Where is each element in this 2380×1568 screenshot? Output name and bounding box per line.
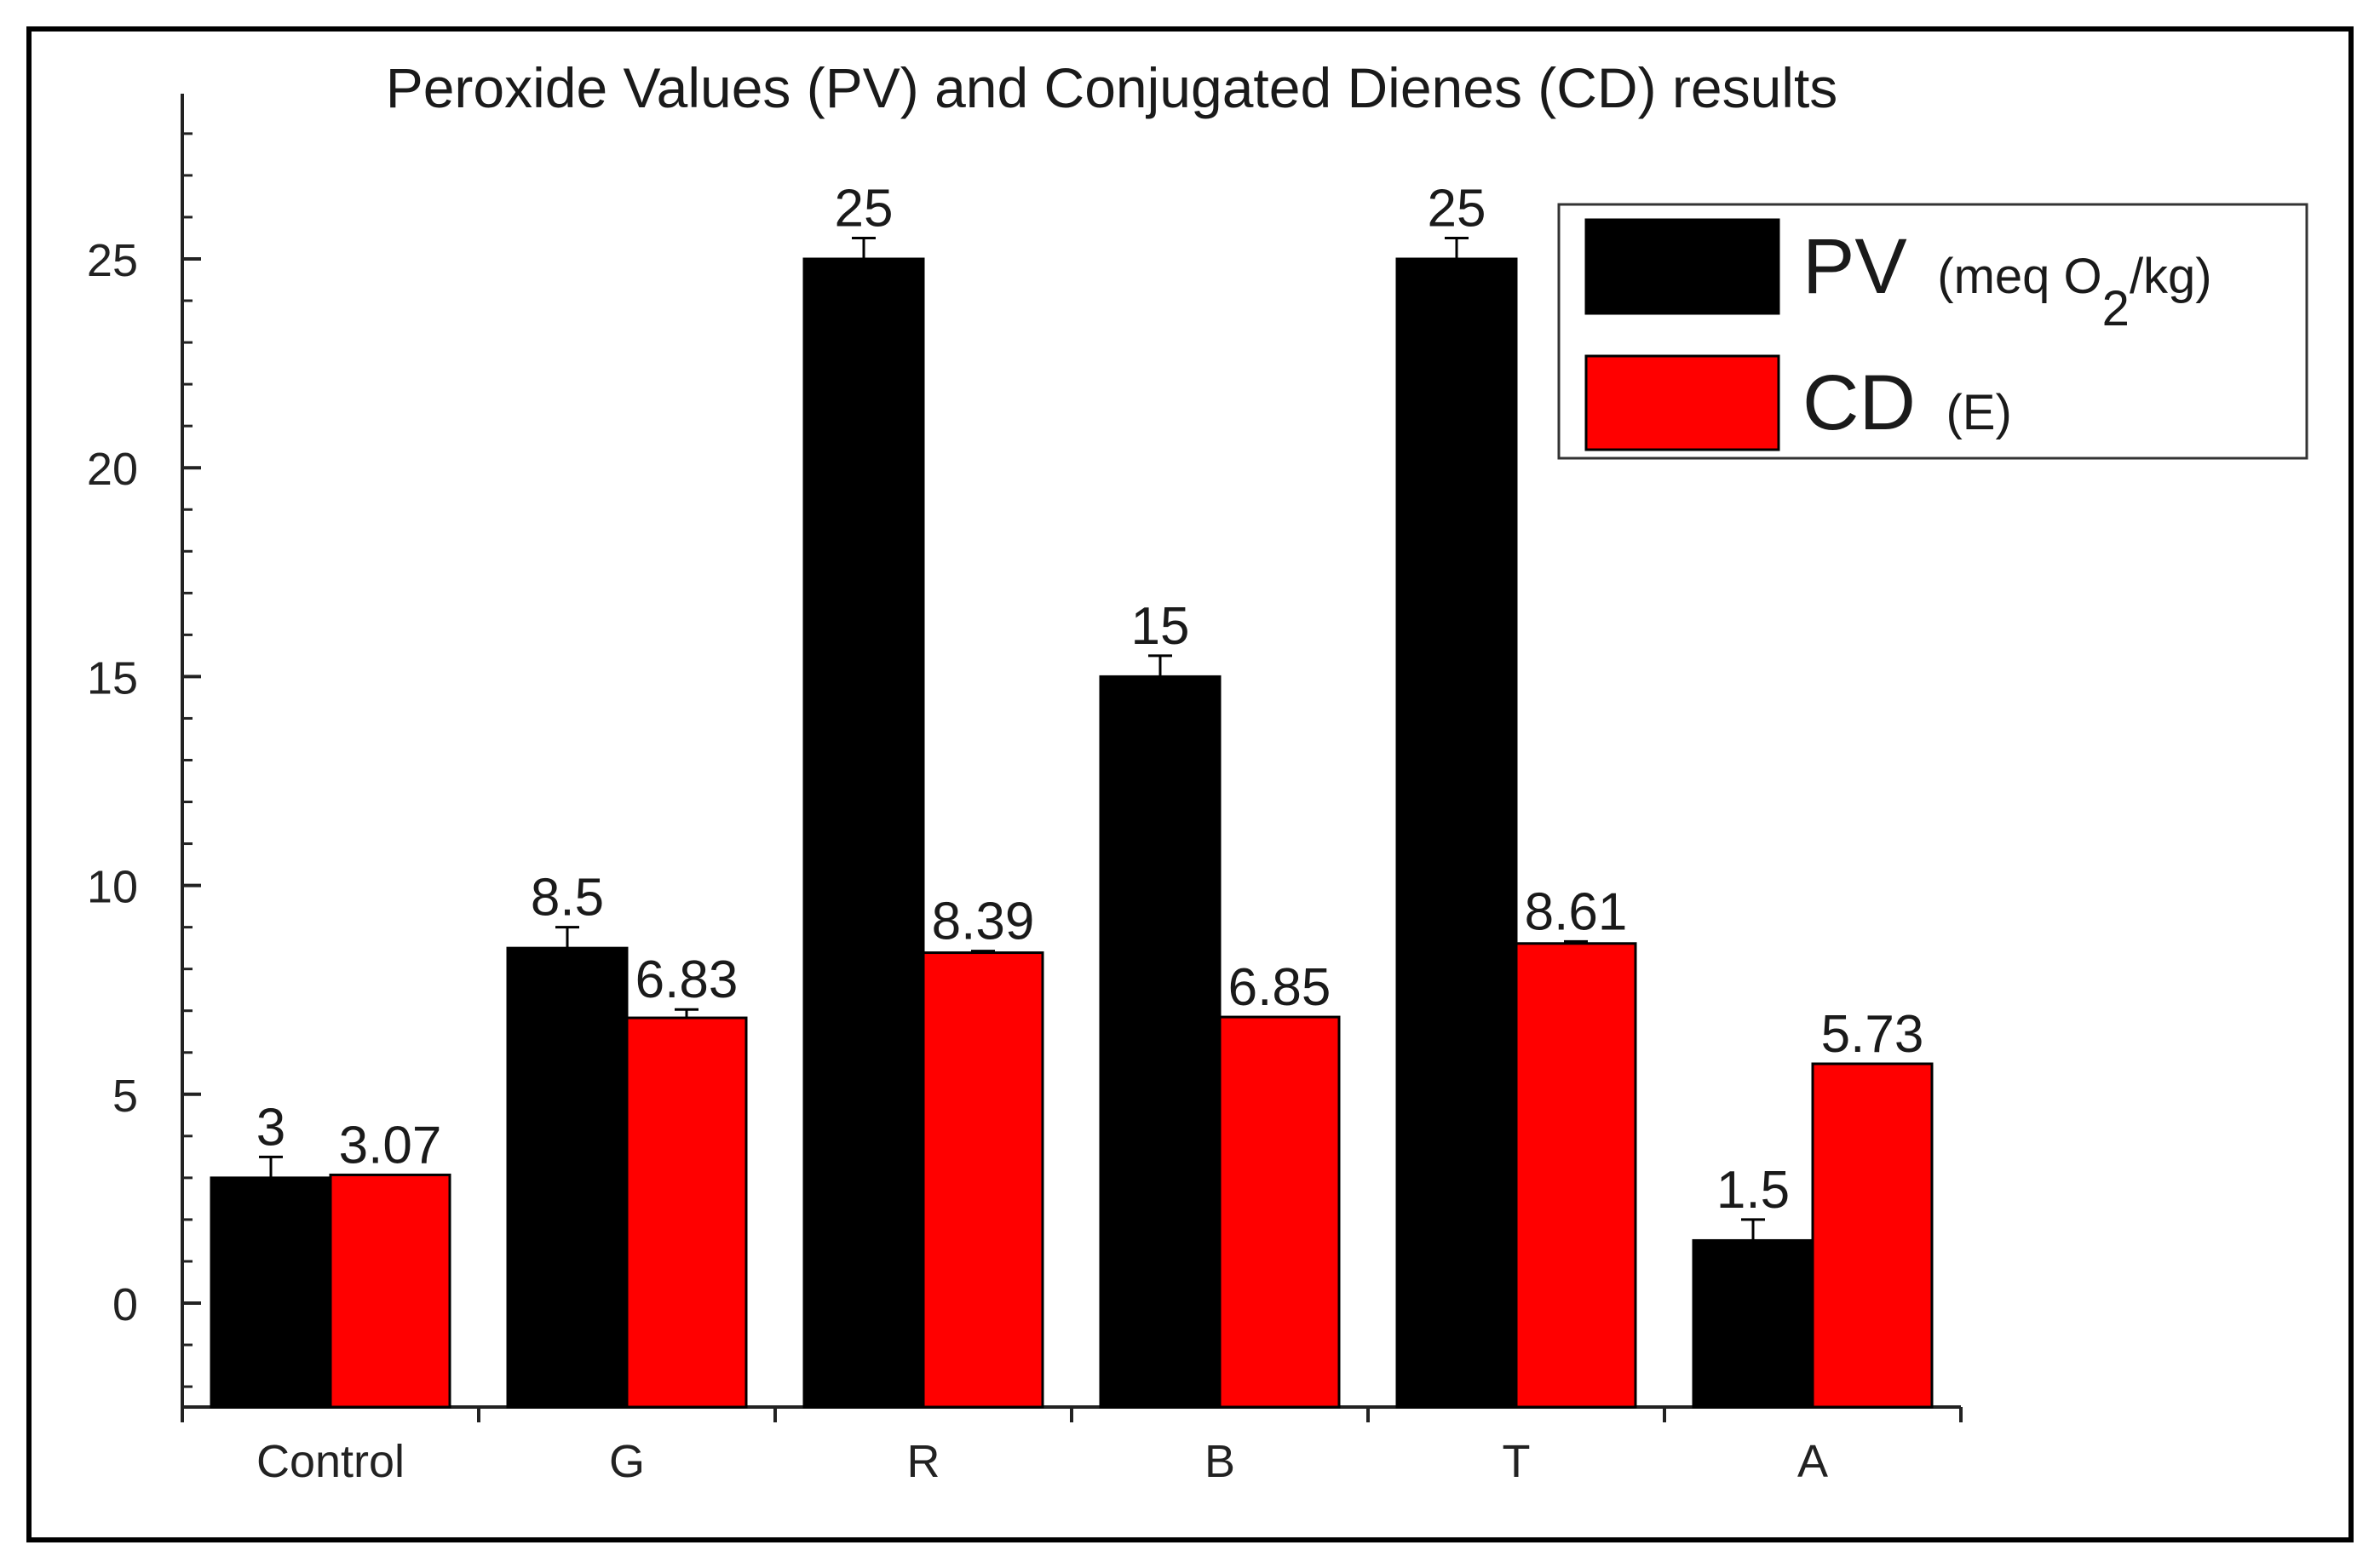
legend-label: PV (meq O2/kg) bbox=[1802, 223, 2212, 336]
y-tick-label: 5 bbox=[112, 1071, 138, 1122]
bar bbox=[922, 951, 1044, 1409]
legend-swatch bbox=[1584, 354, 1780, 451]
bar bbox=[1692, 1238, 1814, 1409]
legend-label: CD (E) bbox=[1802, 359, 2012, 446]
data-label: 3 bbox=[256, 1098, 285, 1157]
x-tick-label: T bbox=[1503, 1436, 1531, 1487]
bar bbox=[210, 1176, 332, 1409]
y-tick-label: 10 bbox=[87, 862, 138, 913]
legend-unit: (meq O bbox=[1937, 249, 2101, 304]
x-tick-label: R bbox=[907, 1436, 940, 1487]
legend-series-name: CD bbox=[1802, 359, 1937, 446]
bar bbox=[506, 946, 629, 1409]
data-label: 25 bbox=[1428, 179, 1486, 238]
data-label: 25 bbox=[835, 179, 894, 238]
plot-area: 0 5 10 15 20 25 Control 3 3.07 G 8.5 6.83 R 25 8.39 B 15… bbox=[87, 94, 1963, 1487]
chart-title: Peroxide Values (PV) and Conjugated Dien… bbox=[386, 56, 1838, 119]
legend: PV (meq O2/kg) CD (E) bbox=[1557, 203, 2308, 460]
bar bbox=[329, 1173, 451, 1409]
bar bbox=[1395, 257, 1518, 1409]
bar bbox=[802, 257, 925, 1409]
y-tick-label: 0 bbox=[112, 1279, 138, 1330]
data-label: 5.73 bbox=[1821, 1005, 1924, 1064]
bar bbox=[625, 1016, 748, 1409]
bar bbox=[1515, 942, 1637, 1409]
x-tick-label: A bbox=[1797, 1436, 1828, 1487]
legend-unit-subscript: 2 bbox=[2102, 281, 2130, 336]
data-label: 8.5 bbox=[531, 869, 604, 928]
legend-unit-tail: /kg) bbox=[2130, 249, 2212, 304]
data-label: 8.39 bbox=[932, 893, 1035, 951]
data-label: 15 bbox=[1131, 597, 1190, 656]
data-label: 3.07 bbox=[339, 1116, 442, 1175]
y-tick-label: 20 bbox=[87, 444, 138, 495]
bar bbox=[1099, 675, 1222, 1409]
y-tick-label: 15 bbox=[87, 652, 138, 704]
data-label: 6.85 bbox=[1228, 958, 1331, 1017]
x-tick-label: B bbox=[1204, 1436, 1235, 1487]
data-label: 6.83 bbox=[635, 951, 739, 1009]
legend-unit: (E) bbox=[1946, 385, 2011, 440]
legend-swatch bbox=[1584, 218, 1780, 315]
data-label: 1.5 bbox=[1716, 1161, 1790, 1220]
y-tick-label: 25 bbox=[87, 235, 138, 286]
x-tick-label: Control bbox=[256, 1436, 405, 1487]
bar bbox=[1811, 1062, 1934, 1409]
legend-series-name: PV bbox=[1802, 223, 1929, 310]
x-tick-label: G bbox=[609, 1436, 645, 1487]
bar bbox=[1218, 1015, 1341, 1409]
data-label: 8.61 bbox=[1525, 882, 1628, 941]
